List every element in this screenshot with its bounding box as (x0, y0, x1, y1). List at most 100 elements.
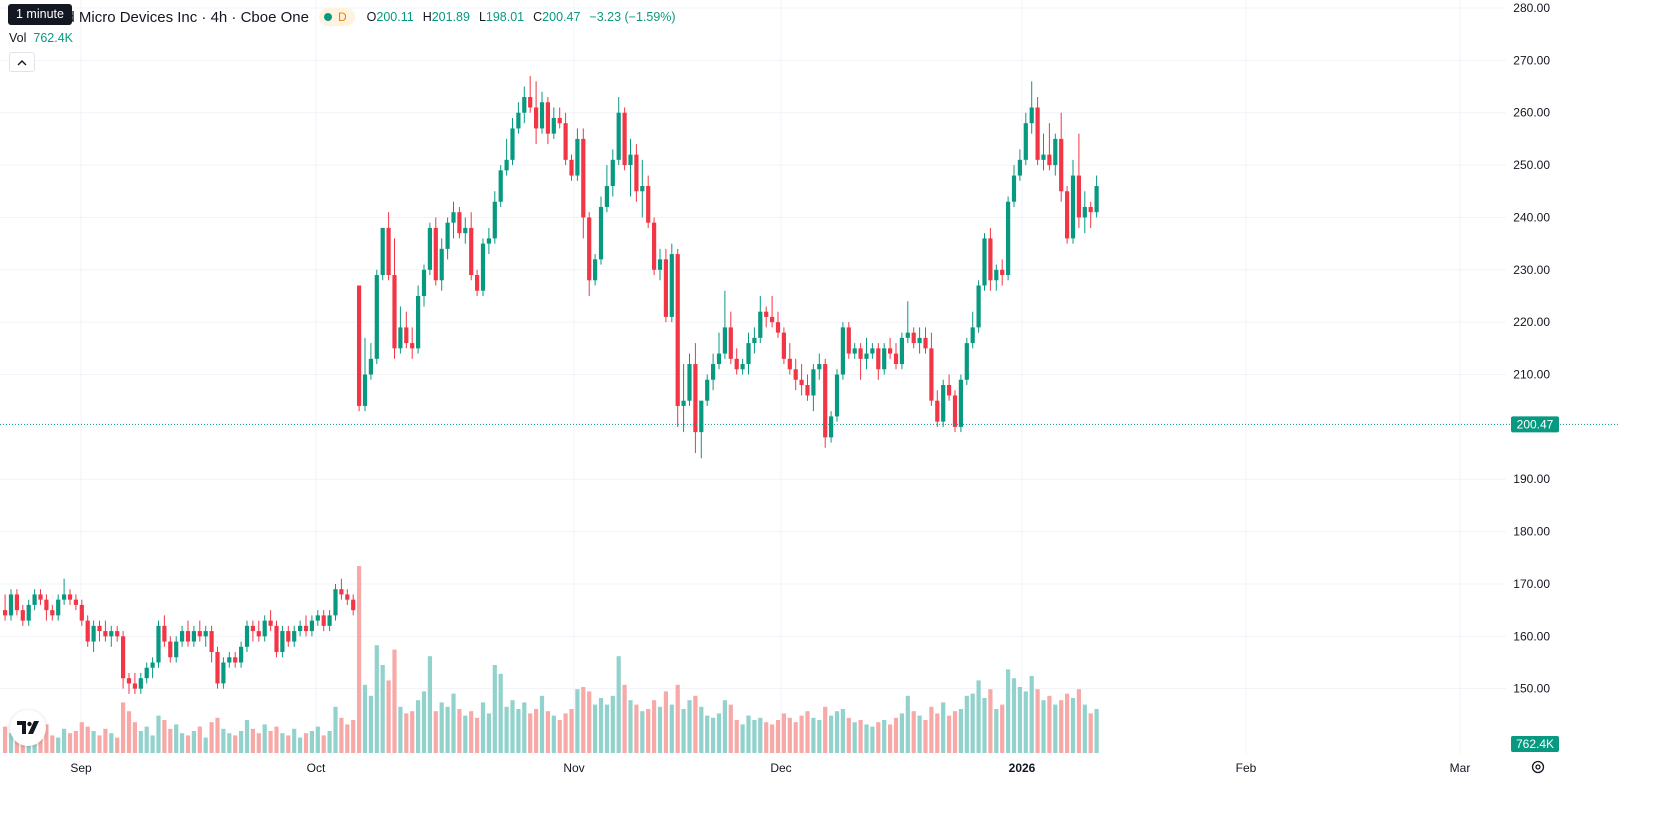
volume-bar (345, 724, 350, 753)
volume-bar (787, 717, 792, 753)
tradingview-logo[interactable] (10, 710, 46, 746)
collapse-legend-button[interactable] (9, 52, 35, 72)
candle-body (1053, 138, 1058, 166)
volume-bar (1017, 687, 1022, 753)
candlesticks (3, 76, 1099, 694)
volume-bar (62, 728, 67, 753)
volume-bar (1076, 689, 1081, 753)
time-tick-label: Oct (307, 761, 326, 775)
volume-label: Vol (9, 31, 27, 45)
candle-body (50, 610, 55, 616)
candle-body (681, 400, 686, 406)
volume-bar (244, 720, 250, 753)
market-status-badge[interactable]: D (318, 8, 355, 26)
symbol-title[interactable]: Advanced Micro Devices Inc · 4h · Cboe O… (8, 8, 309, 26)
candle-body (581, 138, 586, 218)
chart-settings-button[interactable] (1528, 757, 1548, 777)
candle-body (115, 631, 120, 637)
candle-body (14, 594, 19, 611)
volume-bar (528, 713, 533, 753)
volume-bar (398, 706, 403, 753)
volume-bar (711, 717, 716, 753)
ohlc-low: L198.01 (478, 10, 525, 24)
candle-body (840, 327, 845, 375)
legend-header: Advanced Micro Devices Inc · 4h · Cboe O… (0, 6, 676, 28)
candle-body (374, 275, 379, 359)
candle-body (451, 212, 456, 223)
volume-bar (427, 656, 432, 753)
candle-body (805, 384, 810, 396)
time-tick-label: Nov (563, 761, 584, 775)
candle-body (1006, 201, 1011, 276)
candle-body (640, 186, 645, 192)
candle-body (180, 631, 185, 642)
candle-body (905, 332, 910, 338)
volume-bar (32, 737, 37, 753)
volume-bar (746, 715, 751, 753)
volume-bar (545, 711, 550, 753)
candle-body (652, 222, 657, 270)
volume-bar (303, 733, 309, 753)
volume-bar (864, 724, 869, 753)
volume-bar (852, 722, 857, 753)
candle-body (339, 589, 344, 595)
volume-bar (498, 673, 503, 753)
candle-body (557, 117, 562, 124)
candle-body (8, 594, 14, 616)
volume-bar (911, 711, 916, 753)
volume-bar (362, 684, 368, 753)
candle-body (1029, 107, 1034, 124)
volume-bar (298, 737, 303, 753)
candle-body (846, 327, 851, 354)
volume-bar (705, 715, 710, 753)
volume-bar (982, 698, 987, 753)
volume-bar (197, 726, 202, 753)
candle-body (1082, 206, 1087, 218)
volume-bar (858, 720, 863, 753)
ohlc-high: H201.89 (422, 10, 470, 24)
volume-bar (374, 645, 379, 753)
volume-bar (534, 709, 539, 753)
volume-bar (227, 733, 232, 753)
candle-body (604, 186, 609, 207)
candle-body (191, 631, 196, 642)
volume-bar (716, 713, 722, 753)
volume-bar (622, 684, 627, 753)
candle-body (227, 657, 232, 663)
volume-bar (368, 695, 373, 753)
volume-bar (421, 691, 427, 753)
volume-bar (970, 693, 975, 753)
candle-body (1094, 186, 1099, 213)
volume-bar (1047, 695, 1052, 753)
candle-body (534, 107, 539, 129)
candle-body (463, 227, 468, 234)
candle-body (427, 227, 432, 270)
volume-bar (262, 724, 267, 753)
volume-bar (952, 711, 958, 753)
volume-bar (280, 733, 285, 753)
candle-body (1035, 107, 1040, 160)
price-tick-label: 190.00 (1513, 472, 1550, 486)
last-volume-label: 762.4K (1516, 737, 1554, 751)
price-tick-label: 240.00 (1513, 210, 1550, 224)
volume-bar (539, 695, 545, 753)
time-axis[interactable]: Sep Oct Nov Dec 2026 Feb Mar (70, 761, 1470, 775)
candle-body (126, 678, 132, 684)
candle-body (864, 353, 869, 359)
candle-body (976, 285, 981, 328)
candle-body (817, 364, 822, 370)
candle-body (852, 348, 857, 354)
volume-bar (1006, 669, 1011, 753)
volume-bar (646, 709, 651, 753)
candle-body (197, 631, 202, 637)
price-tick-label: 170.00 (1513, 577, 1550, 591)
candle-body (1011, 175, 1017, 202)
volume-bar (451, 693, 456, 753)
volume-bar (73, 731, 78, 753)
candle-body (711, 364, 716, 380)
price-axis[interactable]: 280.00 270.00 260.00 250.00 240.00 230.00 220.… (1513, 1, 1550, 696)
volume-bar (823, 706, 828, 753)
volume-bar (492, 665, 497, 753)
volume-bar (109, 733, 114, 753)
